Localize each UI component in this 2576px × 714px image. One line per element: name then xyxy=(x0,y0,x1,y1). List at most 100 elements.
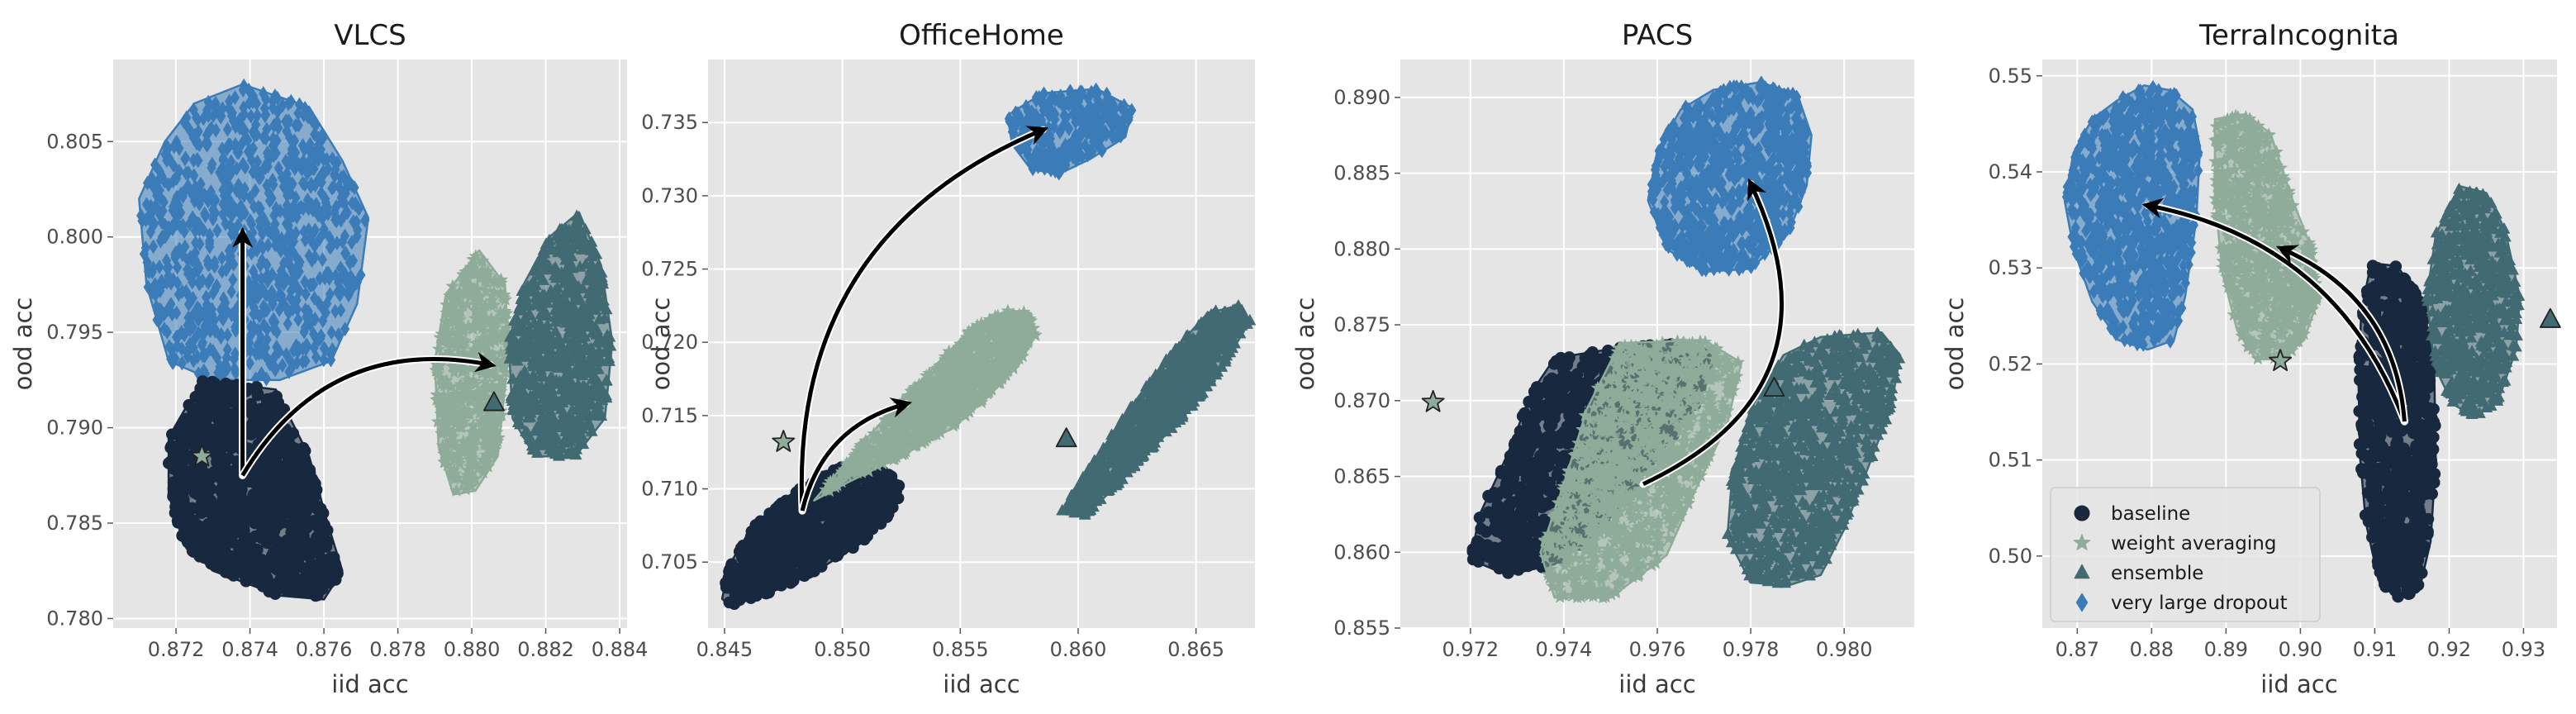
very-large-dropout-point xyxy=(167,342,177,357)
baseline-point xyxy=(252,407,265,421)
very-large-dropout-point xyxy=(289,275,299,290)
baseline-point xyxy=(197,427,210,440)
baseline-point xyxy=(322,555,335,568)
baseline-point xyxy=(226,555,238,568)
very-large-dropout-point xyxy=(272,324,282,340)
very-large-dropout-point xyxy=(203,275,213,291)
baseline-point xyxy=(248,472,261,485)
very-large-dropout-point xyxy=(340,321,350,336)
baseline-point xyxy=(763,586,775,599)
very-large-dropout-point xyxy=(181,283,191,299)
baseline-point xyxy=(173,448,187,461)
very-large-dropout-point xyxy=(257,253,267,268)
baseline-point xyxy=(770,556,782,569)
x-tick-label: 0.876 xyxy=(296,638,353,661)
baseline-point xyxy=(275,513,288,526)
very-large-dropout-point xyxy=(248,140,259,156)
very-large-dropout-point xyxy=(200,349,210,364)
x-tick-label: 0.878 xyxy=(369,638,426,661)
very-large-dropout-point xyxy=(172,135,182,150)
x-tick-label: 0.874 xyxy=(221,638,278,661)
baseline-point xyxy=(173,469,186,482)
baseline-point xyxy=(313,519,326,531)
very-large-dropout-point xyxy=(304,248,314,264)
baseline-point xyxy=(186,545,199,557)
x-tick-label: 0.872 xyxy=(148,638,205,661)
very-large-dropout-point xyxy=(162,325,172,340)
very-large-dropout-point xyxy=(273,160,283,176)
very-large-dropout-point xyxy=(283,229,293,244)
very-large-dropout-point xyxy=(155,190,165,205)
very-large-dropout-point xyxy=(305,136,315,152)
baseline-point xyxy=(226,441,239,455)
baseline-point xyxy=(809,550,821,564)
panel-officehome: 0.845 0.850 0.855 0.860 0.865 0.7050.7100.71… xyxy=(641,19,1257,698)
baseline-point xyxy=(169,507,182,519)
baseline-point xyxy=(225,497,237,509)
cloud-very-large-dropout xyxy=(136,79,370,387)
baseline-point xyxy=(259,557,271,570)
baseline-point xyxy=(746,571,758,583)
very-large-dropout-point xyxy=(227,208,237,223)
baseline-point xyxy=(273,402,285,415)
baseline-point xyxy=(720,577,732,589)
baseline-point xyxy=(292,483,306,497)
baseline-point xyxy=(206,440,219,452)
very-large-dropout-point xyxy=(169,355,178,370)
baseline-point xyxy=(732,593,745,606)
very-large-dropout-point xyxy=(285,290,295,305)
y-tick-label: 0.795 xyxy=(46,321,103,344)
baseline-point xyxy=(882,492,894,504)
baseline-point xyxy=(301,521,314,533)
y-tick-label: 0.800 xyxy=(46,226,103,249)
baseline-point xyxy=(754,515,767,528)
very-large-dropout-point xyxy=(235,139,245,154)
baseline-point xyxy=(192,521,205,533)
y-tick-label: 0.785 xyxy=(46,512,103,535)
very-large-dropout-point xyxy=(143,279,153,295)
baseline-point xyxy=(201,550,214,562)
baseline-point xyxy=(196,496,208,509)
baseline-point xyxy=(892,479,905,493)
y-axis-label: ood acc xyxy=(9,298,37,391)
very-large-dropout-point xyxy=(300,232,310,248)
very-large-dropout-point xyxy=(173,259,183,275)
baseline-point xyxy=(263,504,276,517)
baseline-point xyxy=(205,483,217,496)
baseline-point xyxy=(218,459,231,471)
baseline-point xyxy=(308,579,321,593)
baseline-point xyxy=(805,531,818,545)
very-large-dropout-point xyxy=(177,355,187,371)
very-large-dropout-point xyxy=(282,123,292,139)
baseline-point xyxy=(188,486,201,499)
x-ticks: 0.872 0.874 0.876 0.878 0.880 0.882 0.884 xyxy=(148,628,648,661)
baseline-point xyxy=(836,543,849,556)
baseline-point xyxy=(289,442,302,455)
very-large-dropout-point xyxy=(212,350,222,365)
baseline-point xyxy=(762,533,775,546)
baseline-point xyxy=(323,576,336,589)
very-large-dropout-point xyxy=(222,342,232,357)
very-large-dropout-point xyxy=(278,256,289,271)
very-large-dropout-point xyxy=(173,287,183,302)
very-large-dropout-point xyxy=(231,119,240,134)
baseline-point xyxy=(259,486,272,499)
baseline-point xyxy=(737,551,749,564)
baseline-point xyxy=(205,380,218,393)
baseline-point xyxy=(251,388,264,402)
very-large-dropout-point xyxy=(261,371,272,387)
baseline-point xyxy=(253,424,266,437)
baseline-point xyxy=(167,483,180,496)
baseline-point xyxy=(225,512,237,525)
baseline-point xyxy=(232,483,245,496)
baseline-point xyxy=(291,574,304,588)
baseline-point xyxy=(215,529,228,542)
baseline-point xyxy=(265,444,278,457)
very-large-dropout-point xyxy=(285,258,295,274)
very-large-dropout-point xyxy=(360,213,370,228)
y-tick-label: 0.790 xyxy=(46,416,103,440)
baseline-point xyxy=(785,509,798,522)
baseline-point xyxy=(846,522,859,536)
